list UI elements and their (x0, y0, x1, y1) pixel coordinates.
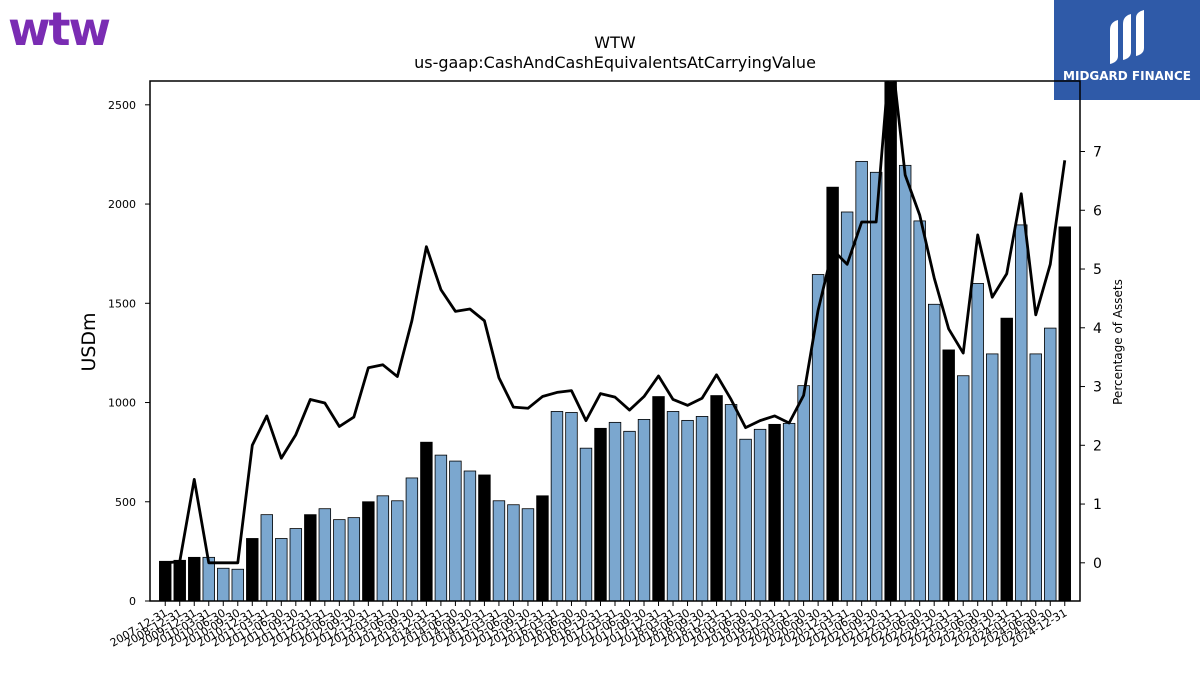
bar-2012-09-30 (347, 517, 361, 601)
bar-2014-09-30 (463, 470, 477, 601)
bar-2015-09-30 (521, 508, 535, 601)
line-series (165, 81, 1067, 565)
bar-2007-12-31 (159, 560, 172, 601)
bar-2018-03-31 (666, 411, 680, 601)
bar-2022-06-30 (913, 220, 926, 601)
bar-2020-12-31 (826, 186, 839, 601)
bar-2014-03-31 (434, 454, 448, 601)
bar-2013-12-31 (420, 441, 433, 601)
y-tick-label: 2000 (108, 198, 136, 211)
bar-2015-03-31 (492, 500, 506, 601)
bar-2014-06-30 (449, 460, 462, 601)
bar-2008-12-31 (173, 559, 186, 601)
y2-tick-label: 0 (1093, 556, 1102, 572)
bar-2021-06-30 (855, 160, 868, 601)
bar-2020-03-31 (782, 422, 796, 601)
bar-2020-06-30 (797, 385, 810, 601)
bar-2022-03-31 (898, 164, 912, 601)
bar-2017-12-31 (652, 396, 665, 601)
y2-tick-label: 6 (1093, 203, 1102, 219)
bar-2013-03-31 (376, 495, 390, 601)
bar-2024-12-31 (1058, 226, 1071, 601)
bar-2016-03-31 (550, 411, 564, 601)
midgard-mark-icon (1110, 10, 1144, 64)
bar-2017-03-31 (608, 421, 622, 601)
bar-2017-06-30 (623, 430, 636, 601)
bar-2023-06-30 (971, 283, 984, 601)
y-tick-label: 1000 (108, 397, 136, 410)
bar-2011-12-31 (304, 514, 317, 601)
bar-2015-06-30 (507, 504, 520, 601)
bar-2016-09-30 (579, 447, 593, 601)
y-axis-label: USDm (78, 312, 100, 371)
y-tick-label: 500 (115, 496, 136, 509)
bar-2010-06-30 (217, 567, 230, 601)
bar-2009-12-31 (188, 556, 201, 601)
y2-tick-label: 7 (1093, 145, 1102, 161)
bar-2016-06-30 (565, 412, 578, 601)
y-tick-label: 2500 (108, 99, 136, 112)
wtw-logo: wtw (8, 2, 111, 56)
y2-axis-label: Percentage of Assets (1111, 279, 1125, 405)
percentage-of-assets-line (165, 81, 1067, 565)
bar-2014-12-31 (478, 474, 491, 601)
y-tick-label: 1500 (108, 297, 136, 310)
bar-2011-03-31 (260, 514, 273, 601)
midgard-finance-name: MIDGARD FINANCE (1063, 69, 1191, 83)
chart-title: WTW (594, 33, 636, 52)
y2-tick-label: 1 (1093, 497, 1102, 513)
bar-2019-03-31 (724, 404, 738, 601)
bar-2022-12-31 (942, 349, 955, 601)
bar-2023-09-30 (986, 353, 999, 601)
bar-2020-09-30 (811, 274, 825, 601)
bar-2015-12-31 (536, 495, 549, 601)
bar-2016-12-31 (594, 427, 607, 601)
bar-2022-09-30 (927, 303, 941, 601)
bar-2012-06-30 (333, 519, 346, 601)
bar-2011-09-30 (289, 528, 303, 601)
bar-2019-06-30 (739, 438, 752, 601)
bar-2023-12-31 (1000, 317, 1013, 601)
y-tick-label: 0 (129, 595, 136, 608)
bar-2021-09-30 (869, 171, 883, 601)
bar-2013-06-30 (391, 500, 404, 601)
bar-2018-06-30 (681, 419, 694, 601)
bar-2024-03-31 (1015, 224, 1028, 601)
y2-tick-label: 2 (1093, 438, 1102, 454)
bar-2010-09-30 (231, 568, 244, 601)
bar-2019-12-31 (768, 423, 781, 601)
bar-2011-06-30 (275, 538, 288, 601)
bar-2019-09-30 (753, 428, 767, 601)
bar-2021-12-31 (884, 81, 897, 601)
bar-2024-06-30 (1029, 353, 1042, 601)
y2-tick-label: 4 (1093, 321, 1102, 337)
bar-2023-03-31 (957, 375, 970, 601)
y2-tick-label: 3 (1093, 380, 1102, 396)
y2-tick-label: 5 (1093, 262, 1102, 278)
bar-2013-09-30 (405, 477, 419, 601)
chart-subtitle: us-gaap:CashAndCashEquivalentsAtCarrying… (414, 53, 816, 72)
axes: 05001000150020002500012345672007-12-3120… (108, 80, 1102, 650)
bar-2021-03-31 (840, 211, 854, 601)
bar-2017-09-30 (637, 418, 651, 601)
bar-2018-09-30 (695, 416, 709, 601)
midgard-finance-logo: MIDGARD FINANCE (1054, 0, 1200, 100)
bar-series (159, 81, 1071, 601)
bar-2012-03-31 (318, 508, 332, 601)
bar-2010-12-31 (246, 538, 259, 601)
bar-2012-12-31 (362, 501, 375, 601)
bar-2018-12-31 (710, 395, 723, 601)
bar-2024-09-30 (1044, 327, 1057, 601)
